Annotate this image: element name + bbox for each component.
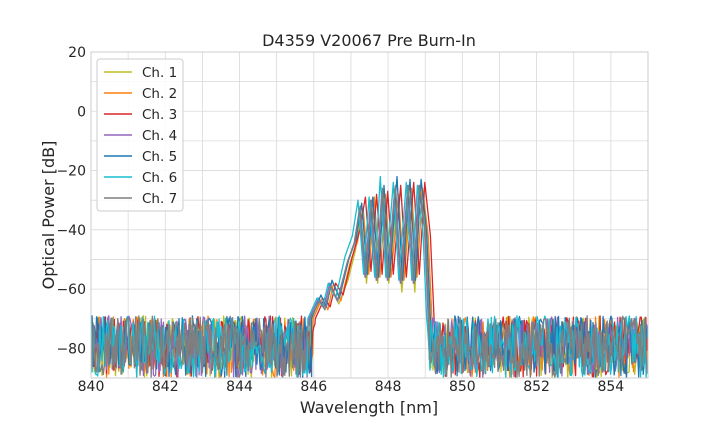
legend-label: Ch. 3: [142, 107, 177, 123]
legend: Ch. 1 Ch. 2 Ch. 3 Ch. 4 Ch. 5 Ch. 6 Ch. 7: [96, 58, 184, 212]
plot-frame: [90, 51, 649, 379]
series-line-ch-5: [91, 175, 648, 378]
legend-label: Ch. 4: [142, 128, 177, 144]
x-tick-label: 850: [449, 379, 476, 395]
x-tick-label: 854: [597, 379, 624, 395]
y-axis-label: Optical Power [dB]: [39, 141, 58, 290]
x-tick-label: 846: [300, 379, 327, 395]
x-tick-label: 842: [152, 379, 179, 395]
y-tick-label: −80: [56, 341, 86, 357]
legend-label: Ch. 1: [142, 65, 177, 81]
x-tick-label: 844: [226, 379, 253, 395]
legend-label: Ch. 5: [142, 149, 177, 165]
legend-label: Ch. 6: [142, 170, 177, 186]
x-axis-ticks: 840 842 844 846 848 850 852 854: [78, 379, 625, 395]
chart-title: D4359 V20067 Pre Burn-In: [262, 31, 476, 50]
legend-label: Ch. 2: [142, 86, 177, 102]
y-tick-label: −40: [56, 223, 86, 239]
y-axis-ticks: 20 0 −20 −40 −60 −80: [56, 45, 86, 357]
y-tick-label: −60: [56, 282, 86, 298]
y-tick-label: 0: [77, 104, 86, 120]
legend-label: Ch. 7: [142, 191, 177, 207]
series-layer: [91, 175, 648, 378]
x-axis-label: Wavelength [nm]: [300, 398, 438, 417]
y-tick-label: −20: [56, 164, 86, 180]
x-tick-label: 852: [523, 379, 550, 395]
legend-box: [96, 58, 184, 212]
x-tick-label: 848: [375, 379, 402, 395]
x-tick-label: 840: [78, 379, 105, 395]
y-tick-label: 20: [68, 45, 86, 61]
series-line-ch-7: [91, 184, 648, 378]
plot-area: [91, 175, 648, 378]
